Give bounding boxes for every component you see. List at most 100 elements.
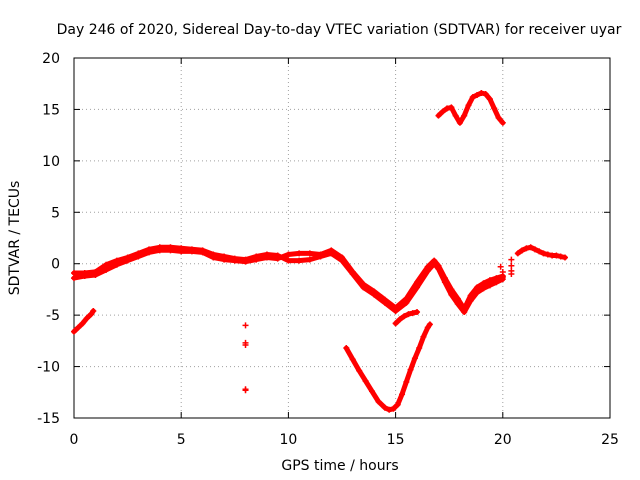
- data-point: [178, 245, 185, 252]
- data-point: [508, 271, 515, 277]
- y-tick-label: 10: [42, 154, 60, 170]
- data-point: [242, 322, 249, 329]
- data-point: [399, 391, 406, 398]
- data-point: [448, 291, 455, 298]
- data-point: [474, 284, 481, 291]
- data-points: [71, 89, 568, 413]
- data-point: [90, 308, 97, 315]
- data-point: [83, 315, 90, 322]
- data-point: [499, 274, 506, 281]
- data-point: [540, 250, 547, 257]
- x-tick-label: 5: [177, 432, 186, 448]
- data-point: [514, 250, 521, 257]
- data-point: [386, 406, 393, 413]
- data-point: [253, 253, 260, 260]
- data-point: [401, 313, 408, 320]
- data-point: [343, 345, 350, 352]
- y-tick-label: 20: [42, 51, 60, 67]
- data-point: [486, 277, 493, 284]
- data-point: [536, 248, 543, 255]
- data-point: [88, 311, 95, 318]
- data-point: [474, 289, 481, 296]
- data-point: [403, 299, 410, 306]
- data-point: [167, 244, 174, 251]
- data-point: [405, 311, 412, 318]
- data-point: [392, 308, 399, 315]
- data-point: [461, 112, 468, 119]
- x-tick-label: 10: [279, 432, 297, 448]
- data-point: [296, 257, 303, 264]
- data-point: [71, 275, 77, 282]
- data-point: [469, 94, 476, 101]
- series-start-diagonal: [71, 308, 97, 335]
- data-point: [499, 268, 506, 275]
- x-tick-label: 15: [387, 432, 405, 448]
- x-axis-label: GPS time / hours: [281, 458, 398, 474]
- x-tick-label: 0: [70, 432, 79, 448]
- x-tick-label: 20: [494, 432, 512, 448]
- data-point: [448, 104, 455, 111]
- data-point: [435, 265, 442, 272]
- data-point: [491, 105, 498, 112]
- data-point: [508, 256, 515, 263]
- data-point: [242, 386, 249, 393]
- data-point: [478, 89, 485, 96]
- data-point: [375, 398, 382, 405]
- data-point: [92, 268, 99, 275]
- data-point: [349, 356, 356, 363]
- y-axis-label: SDTVAR / TECUs: [7, 181, 23, 296]
- data-point: [81, 269, 88, 276]
- data-point: [420, 333, 427, 340]
- data-point: [349, 271, 356, 277]
- data-point: [454, 300, 461, 307]
- data-point: [495, 114, 502, 121]
- data-point: [497, 263, 504, 270]
- data-point: [306, 250, 313, 257]
- data-point: [306, 256, 313, 263]
- data-point: [103, 266, 110, 273]
- data-point: [441, 279, 448, 286]
- series-scattered-19-21: [497, 256, 515, 281]
- series-isolated-points-8h: [242, 322, 249, 394]
- data-point: [544, 251, 551, 258]
- data-point: [486, 282, 493, 289]
- data-point: [480, 280, 487, 287]
- data-point: [499, 119, 506, 126]
- data-point: [381, 299, 388, 306]
- data-point: [231, 255, 238, 262]
- data-point: [416, 345, 423, 352]
- data-point: [317, 253, 324, 260]
- data-point: [508, 262, 515, 269]
- data-point: [407, 366, 414, 373]
- data-point: [103, 261, 110, 268]
- data-point: [519, 247, 526, 254]
- data-point: [113, 257, 120, 264]
- data-point: [456, 119, 463, 126]
- data-point: [360, 284, 367, 291]
- data-point: [527, 244, 534, 251]
- data-point: [362, 377, 369, 384]
- data-point: [394, 401, 401, 408]
- data-point: [242, 256, 249, 263]
- data-point: [285, 251, 292, 258]
- data-point: [493, 279, 500, 286]
- series-main-band-b: [71, 244, 506, 316]
- data-point: [371, 291, 378, 298]
- data-point: [390, 405, 397, 412]
- data-point: [396, 316, 403, 323]
- data-point: [435, 112, 442, 119]
- data-point: [156, 244, 163, 251]
- data-point: [531, 246, 538, 253]
- series-band: [71, 244, 506, 315]
- data-point: [561, 254, 568, 261]
- data-point: [296, 250, 303, 257]
- series-upper-arc: [435, 89, 506, 126]
- data-point: [444, 105, 451, 112]
- data-point: [339, 257, 345, 264]
- data-point: [71, 328, 77, 335]
- data-point: [467, 297, 474, 304]
- data-point: [486, 96, 493, 103]
- data-point: [71, 269, 77, 276]
- data-point: [242, 341, 249, 348]
